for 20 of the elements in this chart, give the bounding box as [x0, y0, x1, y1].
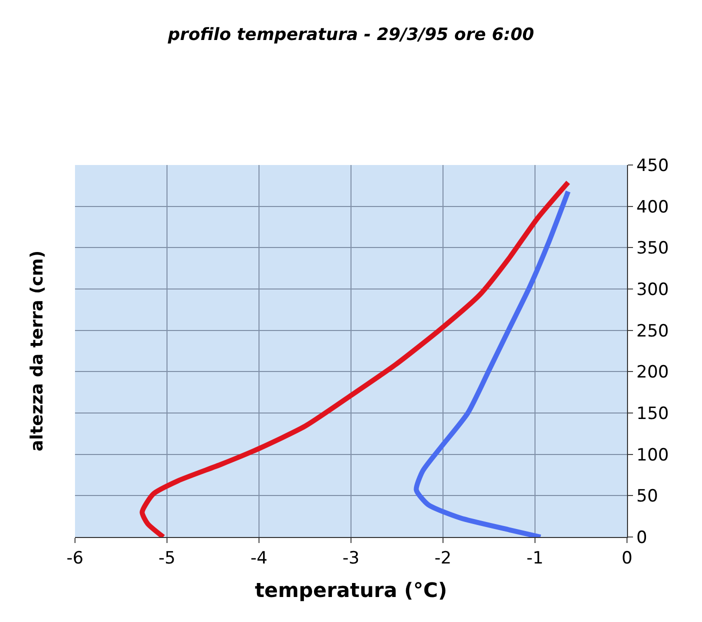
x-tick-label: -1 [526, 548, 544, 568]
y-tick-label: 450 [636, 156, 669, 176]
y-tick-label: 0 [636, 528, 648, 548]
x-tick-label: -3 [342, 548, 360, 568]
y-axis-title: altezza da terra (cm) [27, 250, 48, 452]
y-tick-label: 100 [636, 445, 669, 466]
y-tick-label: 300 [636, 280, 669, 300]
y-tick-label: 250 [636, 321, 669, 342]
y-tick-label: 50 [636, 486, 658, 507]
x-tick-label: 0 [622, 548, 632, 568]
x-tick-label: -6 [66, 548, 84, 568]
y-tick-label: 150 [636, 404, 669, 424]
chart-title: profilo temperatura - 29/3/95 ore 6:00 [166, 24, 534, 45]
x-axis-title: temperatura (°C) [254, 578, 448, 602]
x-tick-label: -5 [158, 548, 176, 568]
y-tick-label: 350 [636, 238, 669, 259]
y-tick-label: 400 [636, 197, 669, 218]
x-tick-label: -2 [434, 548, 452, 568]
y-tick-label: 200 [636, 362, 669, 383]
x-tick-label: -4 [250, 548, 268, 568]
